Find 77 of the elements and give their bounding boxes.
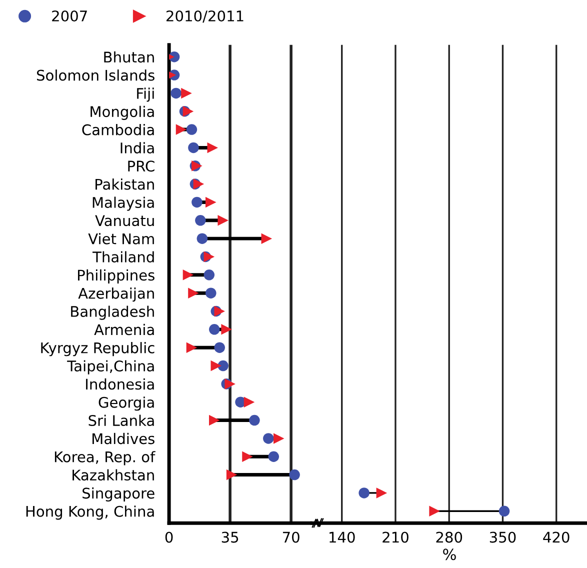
y-tick-label: PRC bbox=[128, 160, 154, 172]
legend-label: 2007 bbox=[52, 10, 87, 22]
y-tick-label: Philippines bbox=[78, 269, 154, 284]
x-tick-label: 70 bbox=[282, 532, 300, 543]
x-tick-label: 280 bbox=[436, 532, 462, 543]
y-tick-label: Malaysia bbox=[92, 196, 154, 211]
point bbox=[263, 433, 274, 444]
y-tick-label: Singapore bbox=[82, 487, 154, 502]
point bbox=[208, 414, 220, 426]
point bbox=[206, 288, 216, 298]
point bbox=[196, 233, 208, 244]
y-tick-label: Fiji bbox=[137, 88, 154, 102]
point bbox=[429, 506, 440, 517]
point bbox=[181, 88, 192, 99]
y-tick-label: Armenia bbox=[94, 324, 154, 336]
point bbox=[188, 288, 199, 298]
point bbox=[214, 306, 225, 317]
x-axis-title: % bbox=[443, 548, 456, 560]
x-tick-label: 35 bbox=[222, 532, 238, 543]
point bbox=[261, 233, 272, 244]
point bbox=[289, 469, 300, 480]
point bbox=[210, 360, 222, 372]
x-tick-label: 140 bbox=[330, 532, 355, 543]
point bbox=[273, 433, 284, 444]
y-tick-label: Bangladesh bbox=[71, 306, 154, 320]
y-tick-label: Azerbaijan bbox=[78, 288, 154, 302]
y-tick-label: Viet Nam bbox=[88, 233, 154, 244]
x-tick-label: 350 bbox=[490, 532, 516, 543]
point bbox=[182, 106, 194, 117]
y-tick-label: Vanuatu bbox=[95, 215, 154, 226]
y-tick-label: Solomon Islands bbox=[36, 69, 154, 81]
y-tick-label: Korea, Rep. of bbox=[54, 451, 156, 466]
point bbox=[218, 360, 228, 372]
y-tick-label: Hong Kong, China bbox=[26, 506, 154, 520]
y-tick-label: Cambodia bbox=[82, 124, 154, 136]
y-tick-label: Taipei,China bbox=[67, 360, 154, 374]
y-tick-label: Georgia bbox=[98, 396, 154, 411]
y-tick-label: Kyrgyz Republic bbox=[41, 342, 154, 356]
y-tick-label: Mongolia bbox=[90, 106, 154, 120]
point bbox=[226, 469, 238, 480]
point bbox=[206, 196, 216, 208]
point bbox=[358, 488, 370, 498]
point bbox=[192, 196, 202, 208]
point bbox=[170, 88, 182, 99]
point bbox=[182, 270, 194, 280]
legend-label: 2010/2011 bbox=[166, 10, 244, 23]
point bbox=[498, 506, 510, 517]
x-tick-label: 420 bbox=[543, 532, 570, 543]
point bbox=[218, 215, 228, 226]
point bbox=[204, 270, 215, 280]
point bbox=[268, 451, 280, 462]
y-tick-label: Kazakhstan bbox=[72, 469, 154, 481]
point bbox=[376, 488, 388, 498]
x-tick-label: 210 bbox=[382, 532, 408, 543]
point bbox=[195, 215, 206, 226]
point bbox=[186, 124, 198, 135]
y-tick-label: India bbox=[120, 142, 154, 154]
point bbox=[207, 142, 218, 154]
y-tick-label: Maldives bbox=[92, 432, 154, 444]
y-tick-label: Pakistan bbox=[96, 178, 154, 190]
y-tick-label: Bhutan bbox=[104, 51, 154, 63]
point bbox=[244, 396, 255, 408]
point bbox=[186, 342, 198, 353]
point bbox=[176, 124, 187, 135]
point bbox=[242, 451, 253, 462]
x-tick-label: 0 bbox=[165, 532, 173, 543]
point bbox=[193, 178, 204, 190]
y-tick-label: Sri Lanka bbox=[88, 414, 154, 426]
y-tick-label: Indonesia bbox=[86, 378, 154, 390]
point bbox=[224, 378, 236, 390]
point bbox=[188, 142, 199, 154]
point bbox=[249, 414, 260, 426]
point bbox=[204, 251, 215, 262]
point bbox=[214, 342, 225, 353]
point bbox=[208, 324, 220, 335]
point bbox=[221, 324, 232, 335]
y-tick-label: Thailand bbox=[92, 251, 154, 262]
